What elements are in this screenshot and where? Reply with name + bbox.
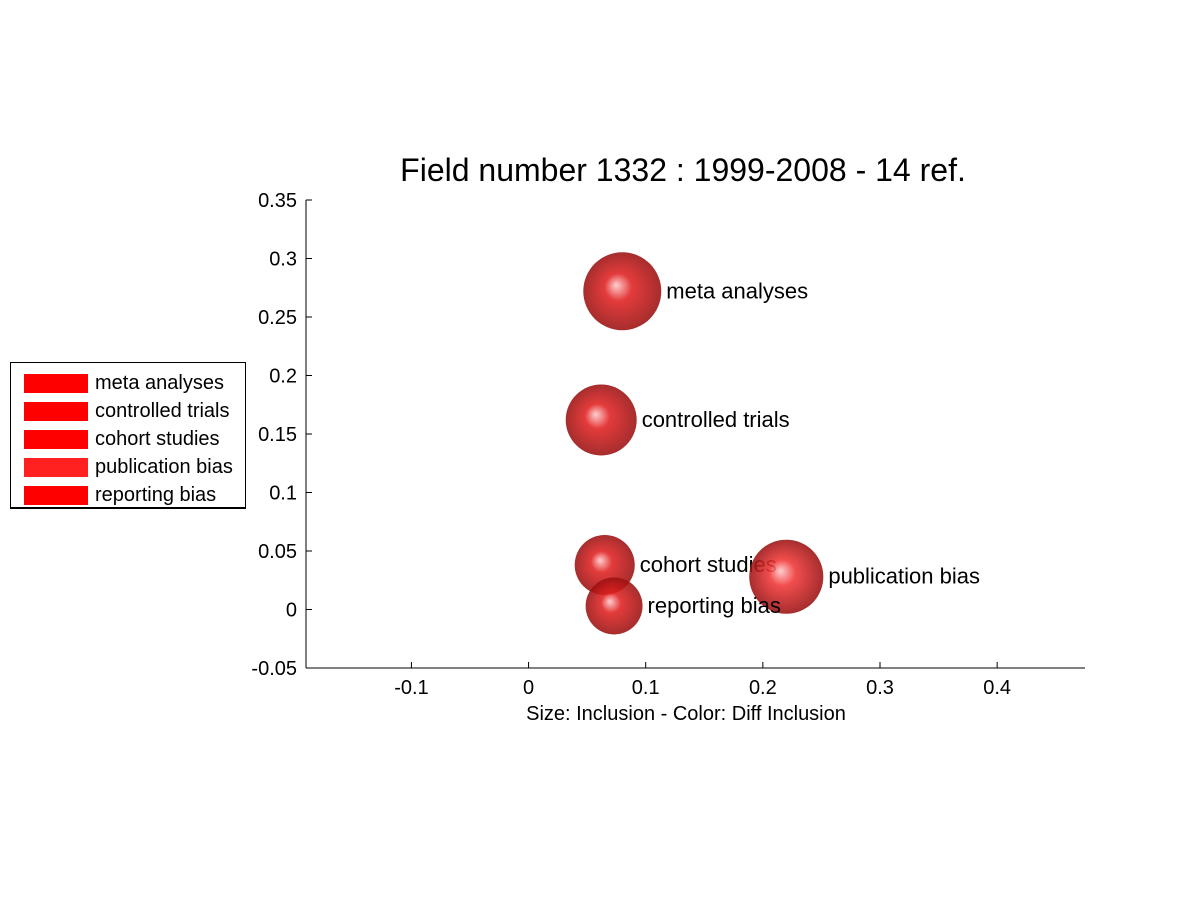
x-tick-label: 0.4 [983,677,1011,699]
bubble-label: publication bias [828,564,980,589]
legend-label: reporting bias [95,484,217,506]
axes: -0.05 0 0.05 0.1 0.15 0.2 0.25 0.3 0.35 -0.1 0 0.1 0… [251,190,1085,699]
x-axis-label: Size: Inclusion - Color: Diff Inclusion [526,703,846,725]
bubble-point [565,384,637,456]
chart-title: Field number 1332 : 1999-2008 - 14 ref. [400,152,966,188]
legend-item-controlled-trials: controlled trials [11,397,245,425]
legend-item-reporting-bias: reporting bias [11,481,245,509]
bubble-point [585,577,643,635]
y-tick-label: 0.25 [258,307,297,329]
legend-item-meta-analyses: meta analyses [11,369,245,397]
bubble-label: controlled trials [642,407,790,432]
legend-label: publication bias [95,456,233,478]
legend-swatch [24,429,88,449]
x-tick-label: 0 [523,677,534,699]
x-tick-label: -0.1 [394,677,428,699]
bubble-point [749,539,824,614]
legend-item-cohort-studies: cohort studies [11,425,245,453]
y-tick-label: 0.2 [269,366,297,388]
y-tick-label: 0.15 [258,424,297,446]
y-tick-label: 0 [286,600,297,622]
legend-label: cohort studies [95,428,220,450]
legend-swatch [24,401,88,421]
y-tick-label: -0.05 [251,658,297,680]
legend-label: controlled trials [95,400,230,422]
x-tick-label: 0.3 [866,677,894,699]
bubble-point [583,252,662,331]
x-tick-label: 0.2 [749,677,777,699]
y-tick-label: 0.1 [269,483,297,505]
legend-item-publication-bias: publication bias [11,453,245,481]
y-tick-label: 0.35 [258,190,297,212]
bubble-label: reporting bias [648,593,781,618]
y-tick-label: 0.05 [258,541,297,563]
legend-swatch [24,373,88,393]
legend-swatch [24,485,88,505]
legend-label: meta analyses [95,372,224,394]
legend: meta analyses controlled trials cohort s… [10,362,246,508]
bubble-label: meta analyses [666,278,808,303]
legend-swatch [24,457,88,477]
y-tick-label: 0.3 [269,249,297,271]
x-tick-label: 0.1 [632,677,660,699]
